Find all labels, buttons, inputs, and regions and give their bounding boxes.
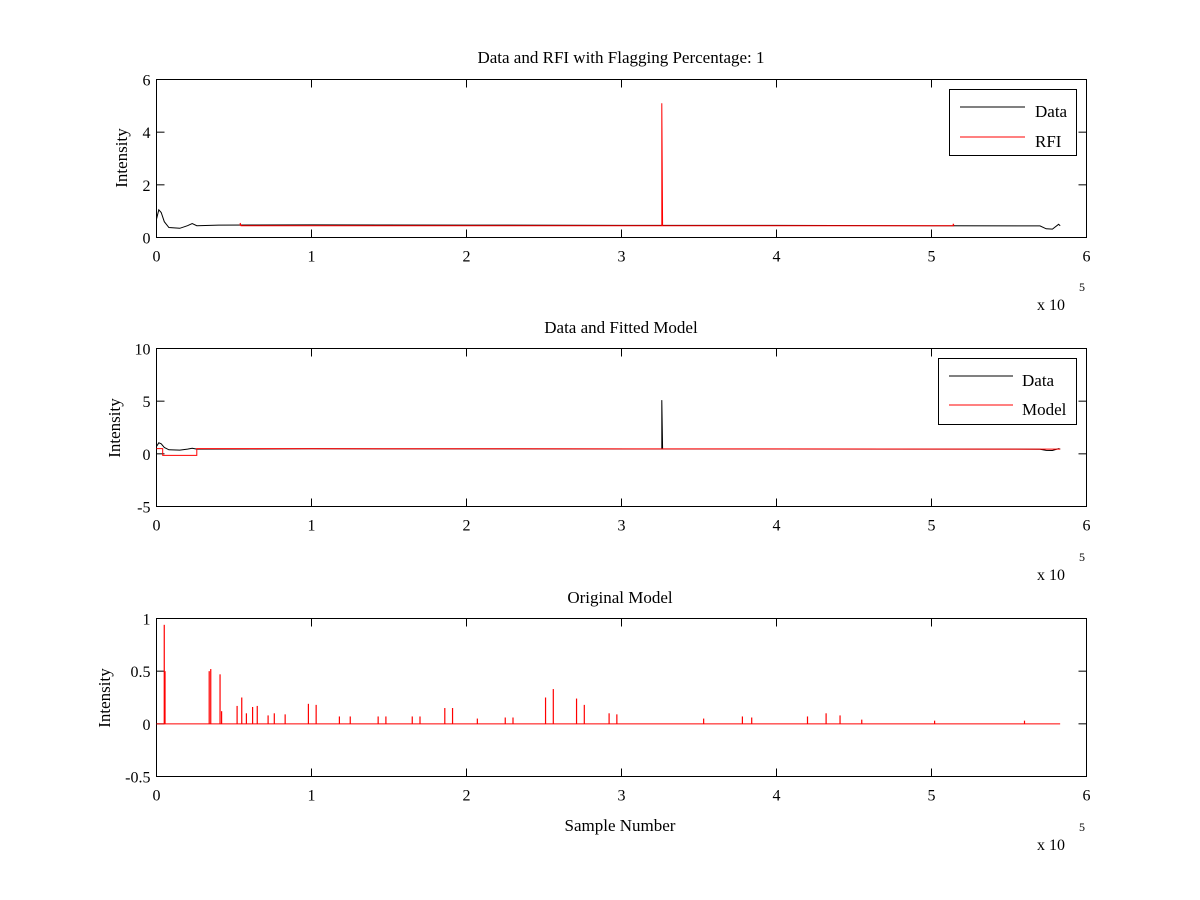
panel-3-x-tick-label: 1 — [308, 788, 316, 805]
panel-2-x-multiplier: x 10 — [1037, 567, 1065, 584]
panel-2-legend-label-data: Data — [1022, 371, 1055, 390]
panel-2-x-tick-label: 1 — [308, 518, 316, 535]
panel-3-x-tick-label: 2 — [463, 788, 471, 805]
panel-2-y-ticks: -5 0 5 10 — [135, 342, 1087, 517]
panel-1-y-tick-label: 4 — [143, 125, 151, 142]
panel-1-y-label: Intensity — [112, 128, 131, 188]
panel-3-y-tick-label: 1 — [143, 612, 151, 629]
panel-1-legend-box — [949, 89, 1077, 156]
panel-1-x-exponent: 5 — [1079, 280, 1085, 294]
panel-2-y-tick-label: -5 — [137, 500, 150, 517]
panel-3-y-label: Intensity — [95, 668, 114, 728]
panel-2-x-exponent: 5 — [1079, 550, 1085, 564]
panel-1-x-tick-label: 0 — [153, 249, 161, 266]
panel-1-x-tick-label: 6 — [1083, 249, 1091, 266]
panel-1-legend-label-rfi: RFI — [1035, 132, 1062, 151]
panel-3-x-tick-label: 4 — [773, 788, 781, 805]
panel-2-legend-label-model: Model — [1022, 400, 1067, 419]
panel-1-x-tick-label: 4 — [773, 249, 781, 266]
panel-2-x-tick-label: 6 — [1083, 518, 1091, 535]
panel-2-y-tick-label: 5 — [143, 394, 151, 411]
panel-3-plot-area — [156, 624, 1061, 725]
panel-1-y-tick-label: 0 — [143, 231, 151, 248]
panel-3-x-tick-label: 3 — [618, 788, 626, 805]
panel-3-x-tick-label: 6 — [1083, 788, 1091, 805]
panel-1-title: Data and RFI with Flagging Percentage: 1 — [477, 48, 764, 67]
panel-1-legend: Data RFI — [949, 89, 1077, 156]
panel-1-plot-area — [156, 103, 1061, 230]
panel-3-x-tick-label: 5 — [928, 788, 936, 805]
panel-3-x-label: Sample Number — [565, 816, 676, 835]
panel-3-x-ticks: 0 1 2 3 4 5 6 — [153, 618, 1091, 805]
panel-2-series-model — [156, 448, 1061, 456]
panel-1-x-tick-label: 1 — [308, 249, 316, 266]
panel-3-y-tick-label: -0.5 — [125, 770, 150, 787]
panel-1-y-tick-label: 6 — [143, 73, 151, 90]
panel-2-x-tick-label: 5 — [928, 518, 936, 535]
panel-2-x-tick-label: 0 — [153, 518, 161, 535]
panel-3-x-tick-label: 0 — [153, 788, 161, 805]
panel-2-y-tick-label: 10 — [135, 342, 151, 359]
panel-2-x-ticks: 0 1 2 3 4 5 6 — [153, 348, 1091, 535]
panel-2-y-label: Intensity — [105, 398, 124, 458]
panel-2-x-tick-label: 3 — [618, 518, 626, 535]
panel-3-x-multiplier: x 10 — [1037, 837, 1065, 854]
panel-1-x-multiplier: x 10 — [1037, 297, 1065, 314]
panel-2-plot-area — [156, 400, 1061, 456]
panel-2-title: Data and Fitted Model — [544, 318, 698, 337]
panel-1: Data and RFI with Flagging Percentage: 1… — [112, 48, 1091, 314]
panel-3-x-exponent: 5 — [1079, 820, 1085, 834]
panel-1-legend-label-data: Data — [1035, 102, 1068, 121]
panel-3-y-ticks: -0.5 0 0.5 1 — [125, 612, 1087, 787]
panel-3-title: Original Model — [567, 588, 673, 607]
panel-2-y-tick-label: 0 — [143, 447, 151, 464]
panel-3-y-tick-label: 0 — [143, 717, 151, 734]
panel-1-y-tick-label: 2 — [143, 178, 151, 195]
panel-1-series-data — [156, 208, 1061, 230]
panel-1-x-tick-label: 5 — [928, 249, 936, 266]
panel-3-y-tick-label: 0.5 — [131, 664, 151, 681]
panel-2-x-tick-label: 4 — [773, 518, 781, 535]
panel-1-y-ticks: 0 2 4 6 — [143, 73, 1087, 248]
panel-2-legend: Data Model — [938, 358, 1077, 425]
panel-2-x-tick-label: 2 — [463, 518, 471, 535]
panel-1-x-tick-label: 2 — [463, 249, 471, 266]
panel-1-series-rfi — [239, 103, 955, 227]
panel-1-x-ticks: 0 1 2 3 4 5 6 — [153, 79, 1091, 266]
panel-2-legend-box — [938, 358, 1077, 425]
panel-1-x-tick-label: 3 — [618, 249, 626, 266]
